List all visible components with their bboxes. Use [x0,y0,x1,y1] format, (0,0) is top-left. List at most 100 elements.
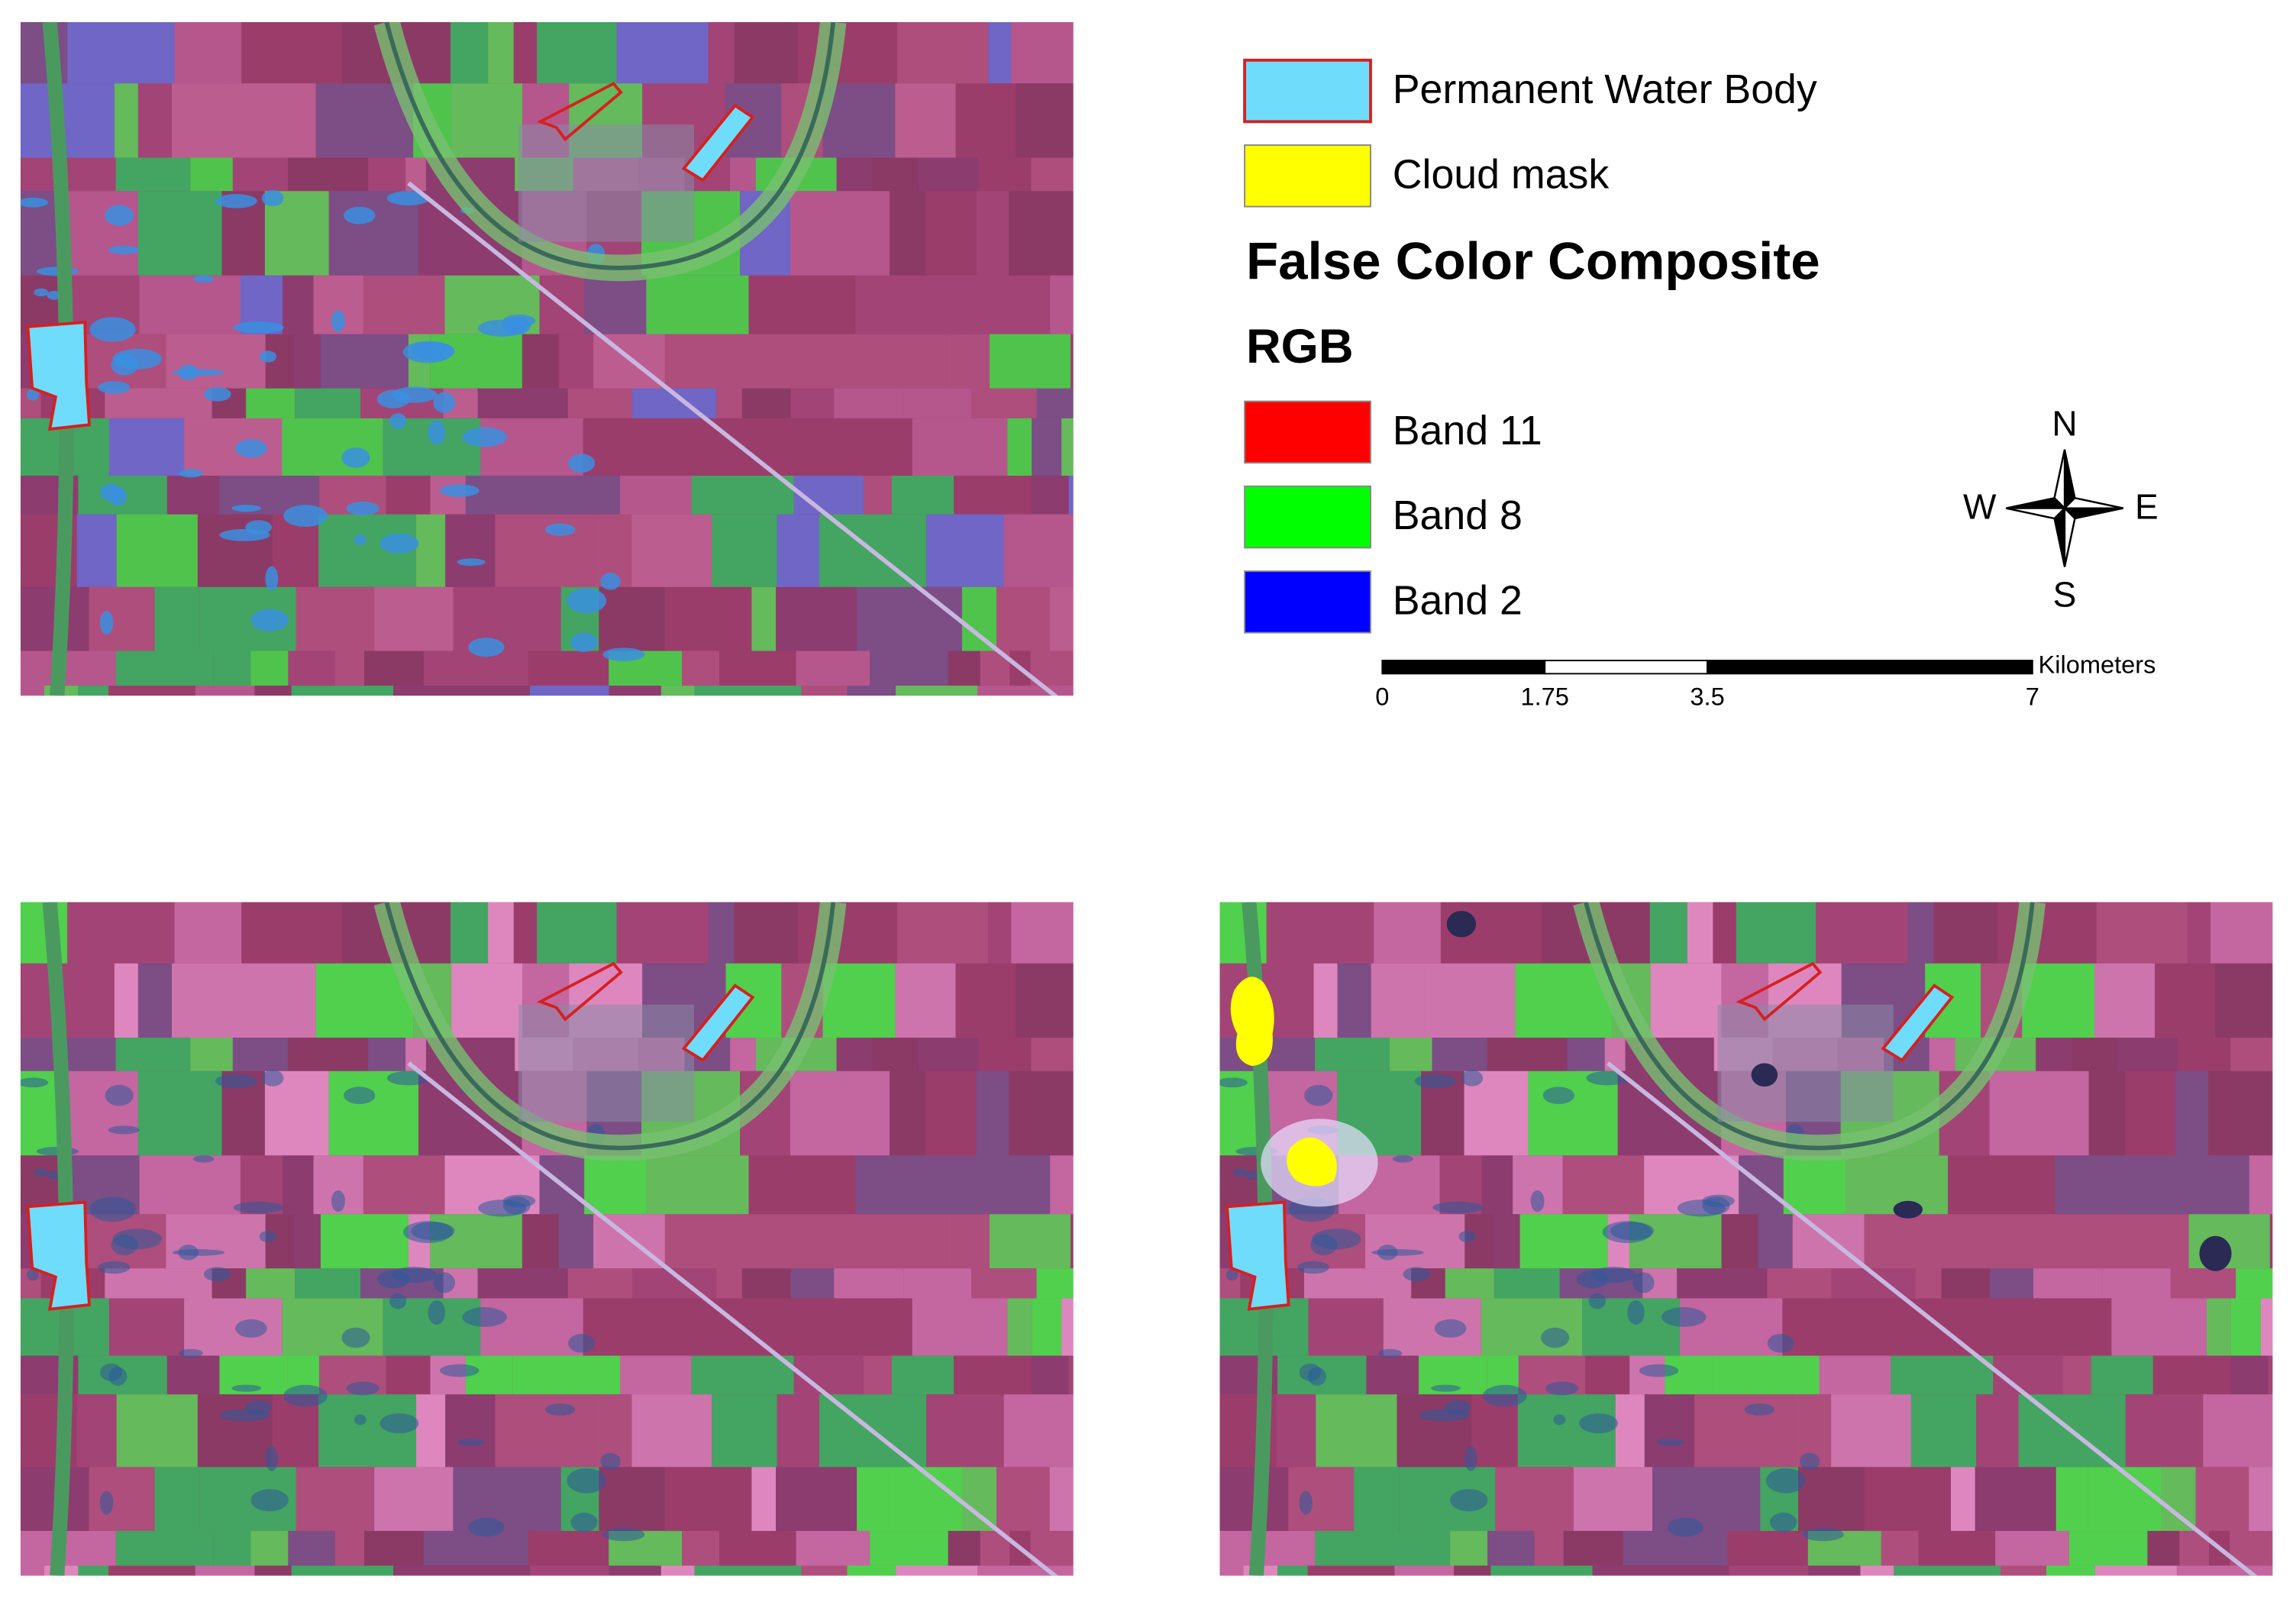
field [114,963,138,1038]
field [872,1038,919,1071]
wetland [1576,1270,1610,1289]
wetland [215,194,257,208]
field [2210,902,2273,964]
field [1057,1565,1074,1576]
wetland [1299,1490,1313,1515]
field [1031,1038,1074,1071]
field [528,1531,609,1566]
field [1454,1565,1491,1576]
field [1003,1394,1074,1468]
field [154,1467,200,1532]
field [386,475,431,515]
field [1644,1394,1695,1468]
field [172,963,226,1038]
wetland [402,1221,454,1243]
field [838,1214,947,1269]
field [295,586,375,651]
field [139,1155,241,1215]
field [1910,1394,1977,1468]
wetland [376,1270,410,1289]
wetland [265,1446,279,1471]
wetland [105,1084,134,1106]
field [2161,1155,2249,1215]
field [1061,418,1074,476]
wetland [1377,1245,1398,1261]
wetland [111,354,138,376]
field [976,1070,1009,1156]
field [2230,1531,2273,1566]
field [583,418,652,476]
field [364,1531,424,1566]
wetland [462,427,507,447]
wetland [1458,1230,1476,1243]
field [599,586,665,651]
wetland [570,1513,598,1532]
wetland [346,501,379,515]
field [89,1467,155,1532]
cloud-shadow [1751,1063,1778,1087]
field [1649,902,1687,964]
field [558,334,594,389]
field [241,902,343,964]
wetland [1304,1084,1333,1106]
field [334,1531,365,1566]
field [790,1070,890,1156]
field [2102,1268,2171,1299]
field [1315,1531,1413,1566]
field [1736,902,1816,964]
field [1942,1214,2039,1269]
field [748,275,856,334]
wetland [1667,1517,1704,1537]
field [903,1268,972,1299]
field [2207,1070,2273,1156]
wetland [386,191,430,205]
field [1425,963,1516,1038]
field [1494,1268,1560,1299]
field [651,1298,735,1356]
field [925,1070,977,1156]
field [283,275,314,334]
wetland [283,1384,328,1407]
field [295,388,361,418]
field [1918,1531,1996,1566]
field [1219,1531,1250,1566]
field [1031,475,1069,515]
field [65,191,138,276]
field [2022,963,2095,1038]
field [374,1467,454,1532]
field [20,1531,51,1566]
field [776,1467,857,1532]
field [801,1565,848,1576]
field [363,1155,445,1215]
field [1894,1565,2001,1576]
field [288,1038,369,1071]
wetland [99,1490,114,1515]
field [1783,1155,1846,1215]
field [708,902,735,964]
field [870,651,948,686]
field [734,1298,809,1356]
field [363,275,445,334]
cloud-shadow [1446,910,1477,938]
field [599,1467,665,1532]
legend-label: Permanent Water Body [1393,66,1817,112]
wetland [261,1070,284,1087]
wetland [379,1413,419,1434]
field [1354,1467,1400,1532]
field [20,651,51,686]
field [691,1355,794,1395]
wetland [331,310,345,332]
field [926,1394,1004,1468]
field [891,1355,954,1395]
field [288,651,335,686]
compass-north: N [2052,403,2077,443]
field [89,586,155,651]
field [834,1268,904,1299]
town [518,1004,695,1122]
wetland [98,381,131,394]
field [903,388,972,418]
field [522,1214,559,1269]
field [195,685,255,696]
wetland [235,439,267,458]
